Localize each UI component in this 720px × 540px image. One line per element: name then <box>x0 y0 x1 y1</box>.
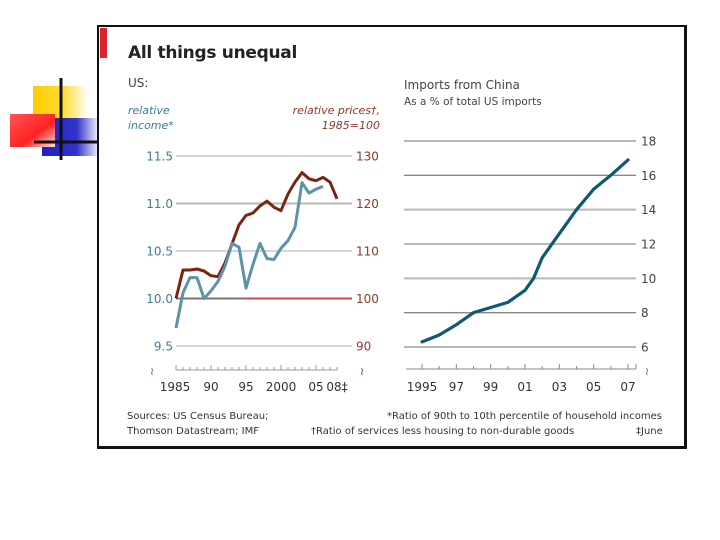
y-tick-label: 16 <box>641 169 656 183</box>
y-left-tick-label: 10.5 <box>146 245 173 259</box>
y-left-tick-label: 9.5 <box>154 340 173 354</box>
x-tick-label: 97 <box>449 380 464 394</box>
x-tick-label: 1995 <box>407 380 438 394</box>
x-tick-label: 99 <box>483 380 498 394</box>
x-tick-label: 95 <box>238 380 253 394</box>
series-relative-income-line <box>174 181 324 329</box>
chart-title: All things unequal <box>128 43 297 63</box>
series-imports-line <box>420 158 630 344</box>
x-tick-label: 01 <box>517 380 532 394</box>
y-right-tick-label: 90 <box>356 340 371 354</box>
brand-red-tab <box>100 28 107 58</box>
region-label: US: <box>128 76 149 90</box>
slide-decoration-icon <box>10 78 100 160</box>
y-tick-label: 18 <box>641 135 656 149</box>
y-right-tick-label: 100 <box>356 292 379 306</box>
y-left-tick-label: 11.0 <box>146 197 173 211</box>
x-tick-label: 05 <box>308 380 323 394</box>
right-axis-title-line1: relative prices†, <box>292 104 380 117</box>
axis-break-right-icon: ≀ <box>360 365 364 378</box>
y-tick-label: 8 <box>641 306 649 320</box>
y-tick-label: 14 <box>641 203 656 217</box>
left-axis-title-line1: relative <box>128 104 170 117</box>
y-right-tick-label: 130 <box>356 150 379 164</box>
sources-line2: Thomson Datastream; IMF <box>127 426 259 437</box>
footnote-income: *Ratio of 90th to 10th percentile of hou… <box>387 411 662 422</box>
x-tick-label: 1985 <box>160 380 191 394</box>
y-right-tick-label: 110 <box>356 245 379 259</box>
y-left-tick-label: 10.0 <box>146 292 173 306</box>
imports-chart-subtitle: As a % of total US imports <box>404 96 542 108</box>
x-tick-label: 90 <box>203 380 218 394</box>
x-tick-label: 2000 <box>266 380 297 394</box>
y-left-tick-label: 11.5 <box>146 150 173 164</box>
x-tick-label: 08‡ <box>326 380 347 394</box>
footnote-prices: †Ratio of services less housing to non-d… <box>311 426 575 437</box>
y-right-tick-label: 120 <box>356 197 379 211</box>
x-tick-label: 03 <box>552 380 567 394</box>
y-tick-label: 10 <box>641 272 656 286</box>
axis-break-icon: ≀ <box>645 365 649 378</box>
y-tick-label: 12 <box>641 238 656 252</box>
footnote-june: ‡June <box>636 426 663 437</box>
left-axis-title-line2: income* <box>128 119 174 132</box>
x-tick-label: 07 <box>620 380 635 394</box>
series-relative-prices-line <box>174 171 339 299</box>
axis-break-left-icon: ≀ <box>150 365 154 378</box>
y-tick-label: 6 <box>641 341 649 355</box>
imports-chart-title: Imports from China <box>404 78 520 92</box>
chart-frame <box>97 25 687 449</box>
sources-line1: Sources: US Census Bureau; <box>127 411 269 422</box>
right-axis-title-line2: 1985=100 <box>321 119 380 132</box>
x-tick-label: 05 <box>586 380 601 394</box>
